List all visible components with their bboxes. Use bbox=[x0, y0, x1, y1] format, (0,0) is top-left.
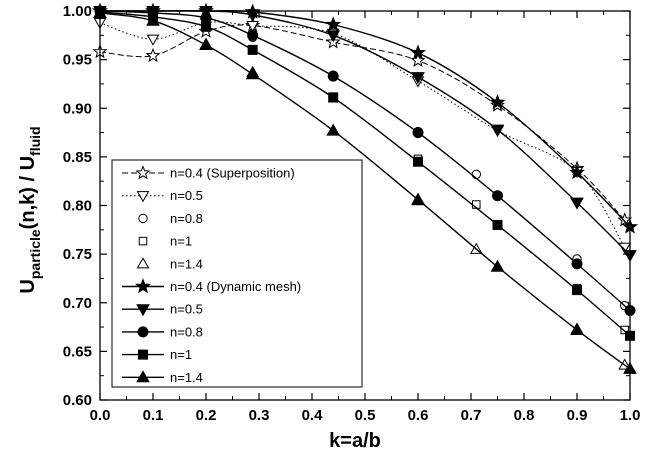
circle-point bbox=[471, 169, 481, 180]
y-tick-label: 0.75 bbox=[63, 246, 92, 263]
triangle-down-point bbox=[326, 30, 341, 43]
legend-label: n=1.4 bbox=[170, 256, 203, 271]
square-point bbox=[247, 44, 258, 55]
square-point bbox=[201, 21, 211, 32]
series-line bbox=[99, 11, 631, 337]
triangle-down-point bbox=[618, 242, 632, 254]
circle-point bbox=[200, 12, 212, 24]
y-axis-title-middle: (n,k) / U bbox=[17, 156, 39, 229]
x-tick-label: 0.0 bbox=[90, 407, 111, 424]
circle-point bbox=[412, 127, 424, 139]
triangle-up-point bbox=[245, 67, 260, 80]
legend-item: n=1 bbox=[122, 347, 192, 362]
legend-item: n=1.4 bbox=[122, 370, 203, 385]
ticks-layer: 0.0 0.1 0.2 0.3 0.4 0.5 0.6 0.7 0.8 0.9 1.0 0.60 0.6… bbox=[63, 3, 641, 424]
legend-triangle-up-marker bbox=[136, 370, 150, 383]
legend-square-marker bbox=[138, 236, 148, 246]
legend-label: n=0.8 bbox=[170, 324, 203, 339]
legend-label: n=1.4 bbox=[170, 370, 203, 385]
x-tick-label: 0.9 bbox=[567, 407, 588, 424]
y-tick-label: 0.85 bbox=[63, 149, 92, 166]
legend-circle-marker bbox=[137, 326, 149, 338]
series-line bbox=[99, 24, 626, 221]
circle-point bbox=[492, 190, 503, 202]
triangle-down-point bbox=[199, 6, 213, 19]
x-tick-label: 1.0 bbox=[620, 407, 641, 424]
x-tick-label: 0.3 bbox=[249, 407, 270, 424]
legend-item: n=0.4 (Dynamic mesh) bbox=[122, 278, 301, 294]
triangle-up-point bbox=[326, 123, 341, 136]
legend-circle-marker bbox=[138, 213, 148, 224]
star-point bbox=[569, 164, 585, 180]
legend-item: n=0.8 bbox=[122, 324, 203, 339]
legend-label: n=0.4 (Dynamic mesh) bbox=[170, 279, 301, 294]
legend-triangle-down-marker bbox=[136, 304, 150, 317]
x-tick-label: 0.8 bbox=[514, 407, 535, 424]
legend-square-marker bbox=[138, 349, 148, 360]
triangle-up-point bbox=[146, 13, 160, 26]
legend-star-marker bbox=[135, 278, 151, 294]
x-tick-label: 0.6 bbox=[408, 407, 429, 424]
legend-item: n=1 bbox=[138, 234, 192, 249]
square-point bbox=[328, 92, 339, 103]
y-tick-label: 0.65 bbox=[63, 343, 92, 360]
y-tick-label: 0.60 bbox=[63, 392, 92, 409]
triangle-down-point bbox=[146, 34, 160, 46]
x-tick-label: 0.5 bbox=[355, 407, 376, 424]
star-point bbox=[489, 94, 506, 110]
y-axis-title-main: U bbox=[17, 279, 39, 293]
legend: n=0.4 (Superposition) n=0.5 n=0.8 n=1 n=1.4 n… bbox=[111, 159, 363, 388]
triangle-down-point bbox=[411, 72, 425, 85]
y-axis-title-sub1: particle bbox=[27, 229, 43, 279]
legend-item: n=1.4 bbox=[136, 256, 203, 271]
legend-label: n=0.4 (Superposition) bbox=[170, 166, 295, 181]
square-point bbox=[572, 285, 582, 296]
y-axis-title-sub2: fluid bbox=[27, 126, 43, 156]
legend-star-marker bbox=[135, 165, 151, 180]
triangle-up-point bbox=[199, 38, 213, 51]
circle-point bbox=[571, 258, 583, 270]
star-point bbox=[145, 47, 161, 63]
legend-label: n=0.5 bbox=[170, 188, 203, 203]
star-point bbox=[410, 52, 426, 67]
triangle-down-point bbox=[490, 124, 505, 137]
y-tick-label: 0.70 bbox=[63, 295, 92, 312]
legend-triangle-up-marker bbox=[136, 257, 150, 269]
legend-triangle-down-marker bbox=[136, 191, 150, 203]
circle-point bbox=[247, 29, 259, 41]
legend-label: n=1 bbox=[170, 234, 192, 249]
legend-box bbox=[111, 159, 363, 388]
triangle-up-point bbox=[570, 322, 584, 335]
x-tick-label: 0.1 bbox=[143, 407, 164, 424]
x-axis-title: k=a/b bbox=[329, 430, 381, 452]
x-tick-label: 0.7 bbox=[461, 407, 482, 424]
triangle-down-point bbox=[570, 197, 584, 210]
legend-label: n=1 bbox=[170, 347, 192, 362]
legend-label: n=0.8 bbox=[170, 211, 203, 226]
y-tick-label: 0.80 bbox=[63, 198, 92, 215]
square-point bbox=[492, 219, 503, 230]
legend-item: n=0.5 bbox=[122, 188, 203, 203]
legend-label: n=0.5 bbox=[170, 302, 203, 317]
series-line bbox=[99, 12, 631, 370]
y-axis-title: Uparticle(n,k) / Ufluid bbox=[17, 126, 43, 293]
square-point bbox=[413, 156, 423, 167]
x-tick-label: 0.2 bbox=[196, 407, 217, 424]
y-tick-label: 1.00 bbox=[63, 3, 92, 20]
legend-item: n=0.8 bbox=[138, 211, 203, 226]
legend-item: n=0.5 bbox=[122, 302, 203, 317]
triangle-up-point bbox=[411, 192, 425, 205]
series-line bbox=[99, 10, 631, 312]
x-tick-label: 0.4 bbox=[302, 407, 324, 424]
legend-item: n=0.4 (Superposition) bbox=[122, 165, 295, 181]
circle-point bbox=[327, 70, 339, 82]
triangle-up-point bbox=[490, 259, 505, 272]
star-point bbox=[410, 44, 426, 60]
star-point bbox=[325, 16, 342, 32]
y-tick-label: 0.95 bbox=[63, 52, 92, 69]
plot-frame bbox=[99, 10, 631, 401]
square-point bbox=[620, 325, 629, 335]
y-tick-label: 0.90 bbox=[63, 100, 92, 117]
